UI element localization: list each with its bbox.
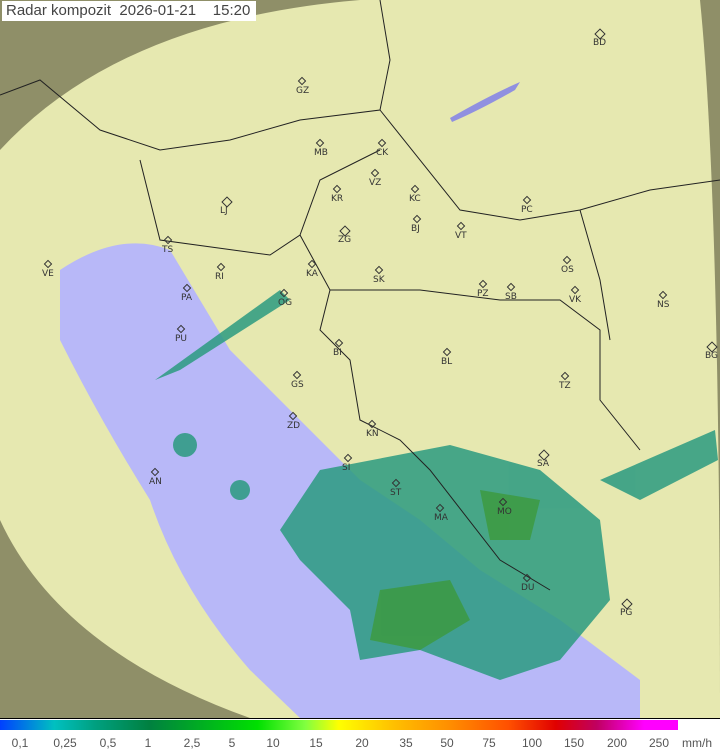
city-label-pz: PZ bbox=[477, 289, 489, 299]
city-label-ri: RI bbox=[215, 272, 224, 282]
city-label-kn: KN bbox=[366, 429, 379, 439]
city-label-ck: CK bbox=[376, 148, 389, 158]
legend-label: 10 bbox=[266, 736, 280, 750]
city-label-zg: ZG bbox=[338, 235, 352, 245]
legend-labels: 0,1 0,25 0,5 1 2,5 5 10 15 20 35 50 75 100 150 200 250 m… bbox=[0, 736, 720, 751]
city-label-du: DU bbox=[521, 583, 535, 593]
city-label-sk: SK bbox=[373, 275, 385, 285]
legend-label: 0,25 bbox=[53, 736, 77, 750]
city-label-vk: VK bbox=[569, 295, 582, 305]
city-label-ka: KA bbox=[306, 269, 318, 279]
legend-label: 50 bbox=[440, 736, 454, 750]
city-label-mb: MB bbox=[314, 148, 328, 158]
city-label-tz: TZ bbox=[559, 381, 571, 391]
legend-label: 100 bbox=[521, 736, 543, 750]
legend-label: 2,5 bbox=[183, 736, 201, 750]
lake-balaton bbox=[450, 82, 520, 122]
city-label-bj: BJ bbox=[411, 224, 420, 234]
city-label-kc: KC bbox=[409, 194, 421, 204]
city-label-gs: GS bbox=[291, 380, 304, 390]
borders bbox=[0, 0, 720, 591]
city-label-gz: GZ bbox=[296, 86, 310, 96]
city-label-bd: BD bbox=[593, 38, 607, 48]
city-label-si: SI bbox=[342, 463, 351, 473]
city-label-zd: ZD bbox=[287, 421, 301, 431]
city-label-sa: SA bbox=[537, 459, 550, 469]
city-label-sb: SB bbox=[505, 292, 517, 302]
map-canvas bbox=[0, 0, 720, 718]
city-label-pg: PG bbox=[620, 608, 633, 618]
city-label-mo: MO bbox=[497, 507, 512, 517]
city-label-bl: BL bbox=[441, 357, 453, 367]
legend-label: 20 bbox=[355, 736, 369, 750]
city-label-lj: LJ bbox=[220, 206, 228, 216]
legend-label: 35 bbox=[399, 736, 413, 750]
city-label-bi: BI bbox=[333, 348, 342, 358]
city-label-pa: PA bbox=[181, 293, 193, 303]
radar-map[interactable]: BD GZ MB CK VZ KR KC PC LJ ZG BJ VT TS VE RI KA SK OS PA OG… bbox=[0, 0, 720, 719]
city-label-ns: NS bbox=[657, 300, 670, 310]
legend-label: 250 bbox=[648, 736, 670, 750]
city-label-bg: BG bbox=[705, 351, 718, 361]
map-title: Radar kompozit 2026-01-21 15:20 bbox=[2, 1, 257, 21]
city-label-pu: PU bbox=[175, 334, 188, 344]
legend-label: 1 bbox=[144, 736, 152, 750]
city-label-ve: VE bbox=[42, 269, 54, 279]
city-label-og: OG bbox=[278, 298, 293, 308]
city-label-pc: PC bbox=[521, 205, 533, 215]
city-label-kr: KR bbox=[331, 194, 344, 204]
city-label-os: OS bbox=[561, 265, 574, 275]
precipitation-color-scale bbox=[0, 720, 678, 730]
city-label-ma: MA bbox=[434, 513, 448, 523]
city-label-an: AN bbox=[149, 477, 162, 487]
legend-label: 75 bbox=[482, 736, 496, 750]
city-label-vz: VZ bbox=[369, 178, 382, 188]
city-label-vt: VT bbox=[455, 231, 467, 241]
rain-core bbox=[370, 490, 540, 650]
legend-label: 150 bbox=[563, 736, 585, 750]
legend-label: 0,1 bbox=[11, 736, 29, 750]
legend-label: 200 bbox=[606, 736, 628, 750]
legend-unit: mm/h bbox=[682, 736, 712, 750]
legend-label: 0,5 bbox=[99, 736, 117, 750]
city-label-ts: TS bbox=[162, 245, 174, 255]
legend-label: 15 bbox=[309, 736, 323, 750]
city-label-st: ST bbox=[390, 488, 402, 498]
legend-label: 5 bbox=[228, 736, 236, 750]
